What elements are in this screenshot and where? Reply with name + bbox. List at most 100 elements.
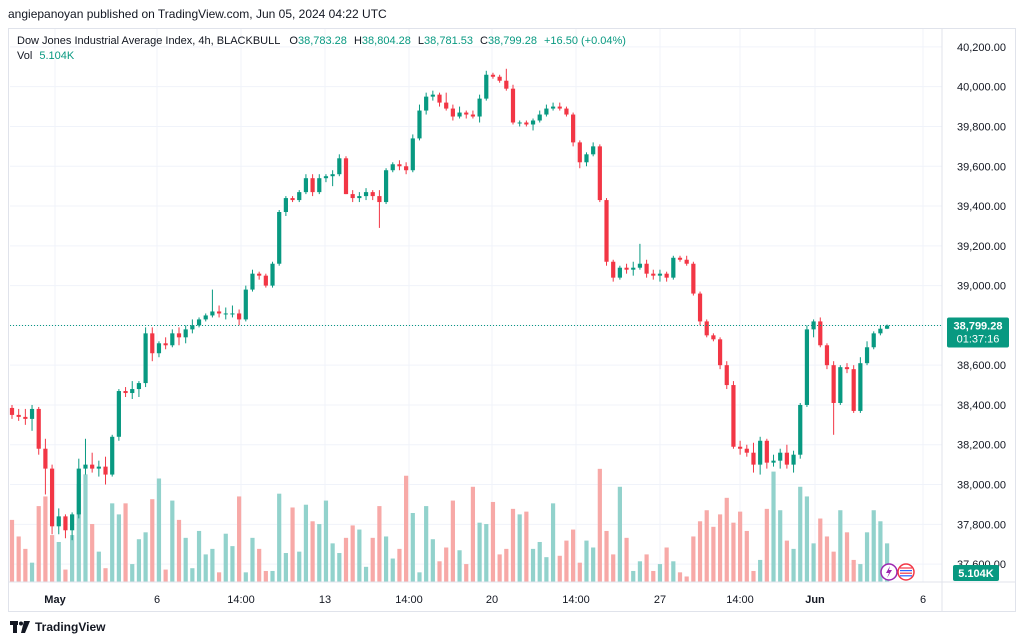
candle-body[interactable]: [323, 176, 329, 179]
candle-body[interactable]: [250, 273, 255, 290]
candle-body[interactable]: [390, 164, 395, 171]
candle-body[interactable]: [163, 343, 168, 346]
candle-body[interactable]: [657, 273, 663, 276]
candle-body[interactable]: [290, 198, 295, 201]
candle-body[interactable]: [170, 333, 175, 346]
candle-body[interactable]: [310, 178, 315, 193]
candle-body[interactable]: [377, 196, 382, 203]
candle-body[interactable]: [370, 192, 375, 197]
candle-body[interactable]: [637, 263, 643, 268]
candle-body[interactable]: [571, 114, 576, 143]
candle-body[interactable]: [724, 365, 729, 386]
candle-body[interactable]: [223, 313, 228, 315]
candle-body[interactable]: [631, 267, 636, 270]
candle-body[interactable]: [283, 198, 288, 213]
chart-frame[interactable]: 40,200.00 40,000.00 39,800.00 39,600.00 39,4…: [8, 28, 1016, 612]
symbol-title[interactable]: Dow Jones Industrial Average Index, 4h, …: [17, 35, 281, 47]
candle-body[interactable]: [196, 319, 202, 326]
candle-body[interactable]: [9, 407, 15, 415]
candle-body[interactable]: [116, 391, 121, 437]
candle-body[interactable]: [758, 440, 763, 465]
candle-body[interactable]: [317, 178, 322, 193]
candle-body[interactable]: [470, 114, 476, 117]
candle-body[interactable]: [270, 263, 275, 286]
candle-body[interactable]: [791, 454, 796, 465]
candle-body[interactable]: [844, 367, 850, 370]
candle-body[interactable]: [404, 166, 409, 171]
candle-body[interactable]: [784, 452, 789, 465]
candle-body[interactable]: [29, 408, 35, 419]
candle-body[interactable]: [277, 212, 282, 264]
candle-body[interactable]: [457, 112, 462, 117]
candle-body[interactable]: [297, 192, 302, 201]
candle-body[interactable]: [704, 321, 709, 336]
candle-body[interactable]: [484, 74, 489, 99]
candle-body[interactable]: [437, 94, 442, 103]
candle-body[interactable]: [838, 367, 843, 403]
candle-body[interactable]: [363, 192, 369, 197]
candle-body[interactable]: [711, 335, 716, 340]
candle-body[interactable]: [464, 112, 469, 115]
footer-brand[interactable]: TradingView: [10, 620, 105, 634]
candle-body[interactable]: [824, 345, 830, 366]
candle-body[interactable]: [597, 146, 602, 201]
candle-body[interactable]: [76, 468, 81, 515]
candle-body[interactable]: [343, 158, 349, 195]
candle-body[interactable]: [23, 416, 28, 419]
candle-body[interactable]: [831, 365, 836, 403]
candle-body[interactable]: [577, 142, 582, 163]
candle-body[interactable]: [183, 329, 188, 338]
candlestick-chart[interactable]: 40,200.00 40,000.00 39,800.00 39,600.00 39,4…: [9, 29, 1015, 611]
candle-body[interactable]: [624, 267, 629, 270]
candle-body[interactable]: [243, 289, 248, 320]
candle-body[interactable]: [864, 347, 870, 364]
candle-body[interactable]: [397, 164, 402, 167]
candle-body[interactable]: [530, 120, 536, 125]
candle-body[interactable]: [450, 108, 455, 117]
candle-body[interactable]: [604, 200, 609, 262]
candle-body[interactable]: [557, 106, 562, 109]
candle-body[interactable]: [43, 448, 48, 469]
candle-body[interactable]: [617, 267, 622, 278]
candle-body[interactable]: [350, 194, 355, 199]
candle-body[interactable]: [544, 108, 549, 115]
candle-body[interactable]: [230, 313, 235, 315]
candle-body[interactable]: [110, 436, 115, 475]
candle-body[interactable]: [424, 96, 429, 111]
candle-body[interactable]: [263, 275, 268, 286]
candle-body[interactable]: [497, 76, 502, 81]
candle-body[interactable]: [90, 464, 95, 469]
candle-body[interactable]: [778, 452, 783, 461]
candle-body[interactable]: [858, 363, 863, 411]
candle-body[interactable]: [63, 516, 68, 531]
candle-body[interactable]: [744, 448, 749, 453]
candle-body[interactable]: [477, 98, 482, 117]
candle-body[interactable]: [517, 122, 522, 124]
candle-body[interactable]: [664, 273, 669, 278]
candle-body[interactable]: [150, 333, 155, 354]
candle-body[interactable]: [798, 404, 803, 455]
candle-body[interactable]: [444, 102, 449, 109]
candle-body[interactable]: [644, 263, 649, 274]
candle-body[interactable]: [417, 110, 422, 139]
candle-body[interactable]: [884, 325, 890, 329]
candle-body[interactable]: [504, 80, 509, 89]
candle-body[interactable]: [237, 313, 242, 320]
candle-body[interactable]: [257, 273, 262, 276]
candle-body[interactable]: [130, 389, 135, 394]
candle-body[interactable]: [878, 328, 883, 334]
candle-body[interactable]: [383, 170, 389, 203]
candle-body[interactable]: [697, 293, 703, 322]
candle-body[interactable]: [510, 88, 516, 123]
candle-body[interactable]: [337, 158, 342, 175]
candle-body[interactable]: [524, 122, 529, 125]
candle-body[interactable]: [123, 391, 128, 394]
candle-body[interactable]: [684, 259, 689, 264]
candle-body[interactable]: [83, 464, 88, 469]
candle-body[interactable]: [738, 446, 743, 449]
candle-body[interactable]: [143, 333, 148, 384]
candle-body[interactable]: [811, 321, 816, 330]
candle-body[interactable]: [210, 311, 215, 316]
candle-body[interactable]: [16, 414, 21, 417]
candle-body[interactable]: [651, 273, 656, 276]
